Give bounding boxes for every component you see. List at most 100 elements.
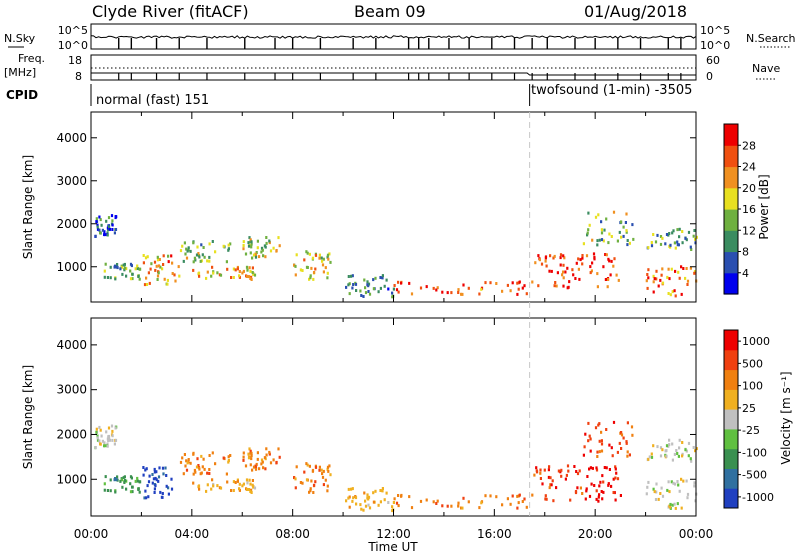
echo-cell: [676, 240, 679, 244]
echo-cell: [606, 285, 609, 289]
echo-cell: [673, 452, 676, 456]
echo-cell: [272, 246, 275, 250]
echo-cell: [617, 278, 620, 282]
echo-cell: [614, 465, 617, 469]
echo-cell: [518, 280, 521, 284]
echo-cell: [241, 271, 244, 275]
echo-cell: [241, 484, 244, 488]
echo-cell: [574, 491, 578, 495]
echo-cell: [142, 254, 145, 257]
echo-cell: [692, 234, 695, 238]
echo-cell: [152, 477, 155, 481]
echo-cell: [262, 466, 265, 470]
echo-cell: [659, 278, 662, 282]
echo-cell: [250, 245, 253, 249]
echo-cell: [607, 241, 610, 245]
echo-cell: [393, 284, 396, 287]
echo-cell: [347, 275, 350, 278]
echo-cell: [245, 478, 249, 482]
freq-label: Freq.: [18, 52, 45, 65]
echo-cell: [234, 268, 237, 272]
echo-cell: [599, 480, 602, 484]
echo-cell: [625, 441, 628, 445]
echo-cell: [631, 223, 634, 227]
echo-cell: [687, 441, 691, 445]
echo-cell: [250, 451, 253, 455]
echo-cell: [111, 219, 114, 223]
echo-cell: [372, 491, 375, 495]
echo-cell: [198, 487, 201, 491]
echo-cell: [359, 503, 362, 507]
echo-cell: [232, 267, 235, 271]
echo-cell: [162, 263, 165, 266]
echo-cell: [312, 491, 315, 494]
echo-cell: [377, 503, 380, 507]
echo-cell: [676, 452, 679, 455]
echo-cell: [602, 490, 605, 494]
cpid-strip: CPID normal (fast) 151 twofsound (1-min)…: [6, 83, 692, 108]
echo-cell: [581, 262, 584, 266]
echo-cell: [677, 454, 680, 458]
echo-cell: [201, 465, 204, 469]
colorbar-tick-label: 8: [742, 246, 749, 259]
echo-cell: [99, 428, 102, 432]
echo-cell: [622, 436, 625, 440]
echo-cell: [210, 274, 213, 278]
echo-cell: [652, 444, 655, 448]
echo-cell: [326, 467, 329, 471]
echo-cell: [351, 499, 354, 503]
echo-cell: [680, 477, 683, 481]
echo-cell: [328, 252, 331, 256]
echo-cell: [328, 464, 331, 468]
echo-cell: [678, 276, 681, 280]
echo-cell: [607, 278, 610, 281]
echo-cell: [119, 267, 122, 271]
echo-cell: [155, 478, 158, 482]
echo-cell: [136, 476, 139, 480]
echo-cell: [123, 268, 126, 272]
echo-cell: [408, 281, 411, 285]
echo-cell: [226, 267, 229, 271]
echo-cell: [101, 228, 104, 232]
echo-cell: [211, 265, 214, 269]
echo-cell: [318, 256, 321, 260]
echo-cell: [227, 455, 230, 459]
echo-cell: [614, 498, 617, 502]
echo-cell: [589, 449, 592, 453]
echo-cell: [678, 438, 681, 442]
echo-cell: [607, 483, 610, 487]
echo-cell: [113, 478, 116, 482]
echo-cell: [108, 227, 111, 231]
echo-cell: [352, 496, 355, 500]
echo-cell: [198, 255, 201, 259]
echo-cell: [192, 241, 195, 245]
echo-cell: [311, 468, 315, 472]
echo-cell: [348, 292, 351, 296]
echo-cell: [625, 229, 628, 233]
echo-cell: [219, 273, 223, 277]
echo-cell: [600, 490, 603, 493]
echo-cell: [381, 487, 384, 490]
echo-cell: [667, 292, 670, 295]
echo-cell: [250, 457, 253, 461]
echo-cell: [321, 259, 324, 263]
echo-cell: [693, 481, 696, 485]
echo-cell: [124, 479, 127, 482]
echo-cell: [531, 493, 534, 497]
echo-cell: [652, 274, 655, 278]
echo-cell: [568, 280, 571, 284]
echo-cell: [653, 490, 656, 494]
echo-cell: [318, 253, 321, 257]
echo-cell: [563, 256, 566, 260]
velocity-ylabel: Slant Range [km]: [21, 365, 35, 469]
echo-cell: [148, 474, 151, 478]
echo-cell: [277, 447, 280, 451]
echo-cell: [680, 506, 683, 510]
echo-cell: [329, 260, 332, 264]
echo-cell: [145, 283, 149, 286]
x-tick-label: 16:00: [477, 527, 512, 541]
echo-cell: [310, 479, 313, 483]
echo-cell: [120, 478, 124, 482]
echo-cell: [131, 277, 134, 281]
echo-cell: [326, 484, 329, 488]
